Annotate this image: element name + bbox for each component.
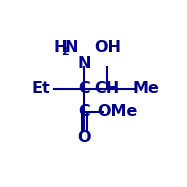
Text: H: H — [54, 40, 67, 55]
Text: N: N — [78, 56, 91, 71]
Text: N: N — [65, 40, 78, 55]
Text: Et: Et — [31, 81, 50, 96]
Text: C: C — [78, 81, 90, 96]
Text: Me: Me — [132, 81, 159, 96]
Text: CH: CH — [95, 81, 120, 96]
Text: 2: 2 — [61, 47, 68, 57]
Text: C: C — [78, 104, 90, 119]
Text: OH: OH — [94, 40, 121, 55]
Text: O: O — [78, 130, 91, 145]
Text: OMe: OMe — [97, 104, 138, 119]
